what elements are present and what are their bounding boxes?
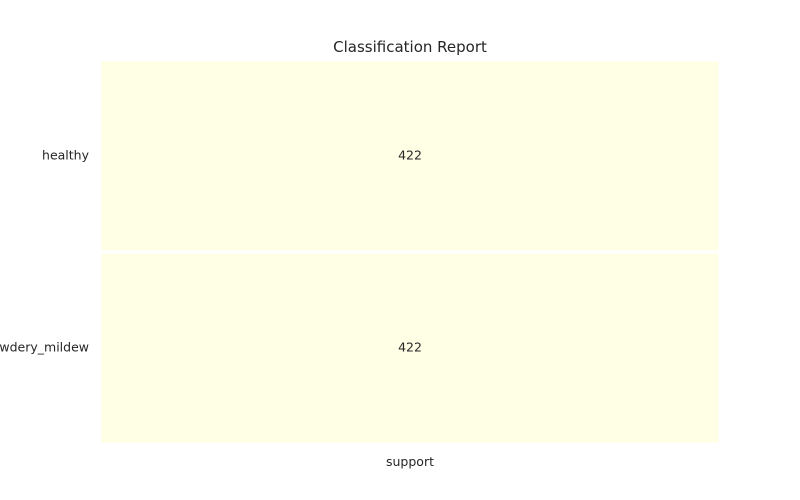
- heatmap-cells: [100, 60, 720, 444]
- cell-value-label: 422: [398, 340, 422, 355]
- y-tick-label: powdery_mildew: [0, 340, 89, 355]
- heatmap-cell-healthy-support: [100, 60, 720, 252]
- x-tick-label: support: [386, 454, 434, 469]
- x-tick-labels: support: [386, 454, 434, 469]
- cell-value-label: 422: [398, 148, 422, 163]
- y-tick-label: healthy: [42, 148, 90, 163]
- chart-title: Classification Report: [333, 38, 487, 56]
- y-tick-labels: healthy powdery_mildew: [0, 148, 90, 355]
- heatmap-cell-powdery_mildew-support: [100, 252, 720, 444]
- cell-value-labels: 422 422: [398, 148, 422, 355]
